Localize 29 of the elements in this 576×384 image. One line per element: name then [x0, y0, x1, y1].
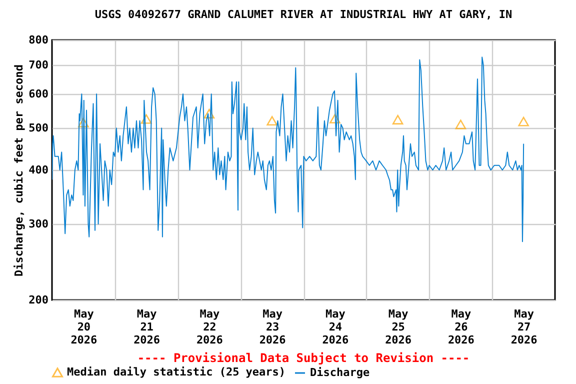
line-series — [52, 56, 524, 242]
y-tick-label: 400 — [28, 164, 48, 176]
legend-label: Median daily statistic (25 years) — [67, 366, 286, 378]
x-tick-label: May 26 2026 — [448, 308, 475, 346]
point — [392, 114, 404, 124]
x-tick-label: May 24 2026 — [322, 308, 350, 346]
y-tick-label: 600 — [28, 87, 48, 100]
point — [266, 116, 278, 126]
y-tick-label: 300 — [28, 217, 48, 230]
point — [330, 114, 340, 124]
chart-title: USGS 04092677 GRAND CALUMET RIVER AT INDUSTRIAL HWY AT GARY, IN — [94, 8, 512, 21]
point — [78, 118, 89, 128]
y-tick-label: 200 — [28, 294, 48, 306]
y-tick-label: 800 — [28, 34, 48, 46]
y-axis-title: Discharge, cubic feet per second — [12, 64, 26, 276]
point — [455, 120, 466, 130]
x-tick-label: May 27 2026 — [510, 308, 538, 346]
x-tick-label: May 25 2026 — [385, 308, 412, 346]
legend-label: Discharge — [310, 366, 370, 379]
point — [518, 116, 529, 126]
y-tick-label: 700 — [28, 58, 48, 72]
y-tick-label: 500 — [28, 122, 48, 135]
point — [204, 108, 215, 118]
x-tick-label: May 22 2026 — [196, 308, 224, 346]
x-tick-label: May 21 2026 — [134, 308, 160, 346]
point — [140, 114, 152, 124]
x-tick-label: May 23 2026 — [259, 308, 286, 346]
text: ---- Provisional Data Subject to Revision ---- — [137, 351, 470, 365]
x-tick-label: May 20 2026 — [70, 308, 98, 346]
